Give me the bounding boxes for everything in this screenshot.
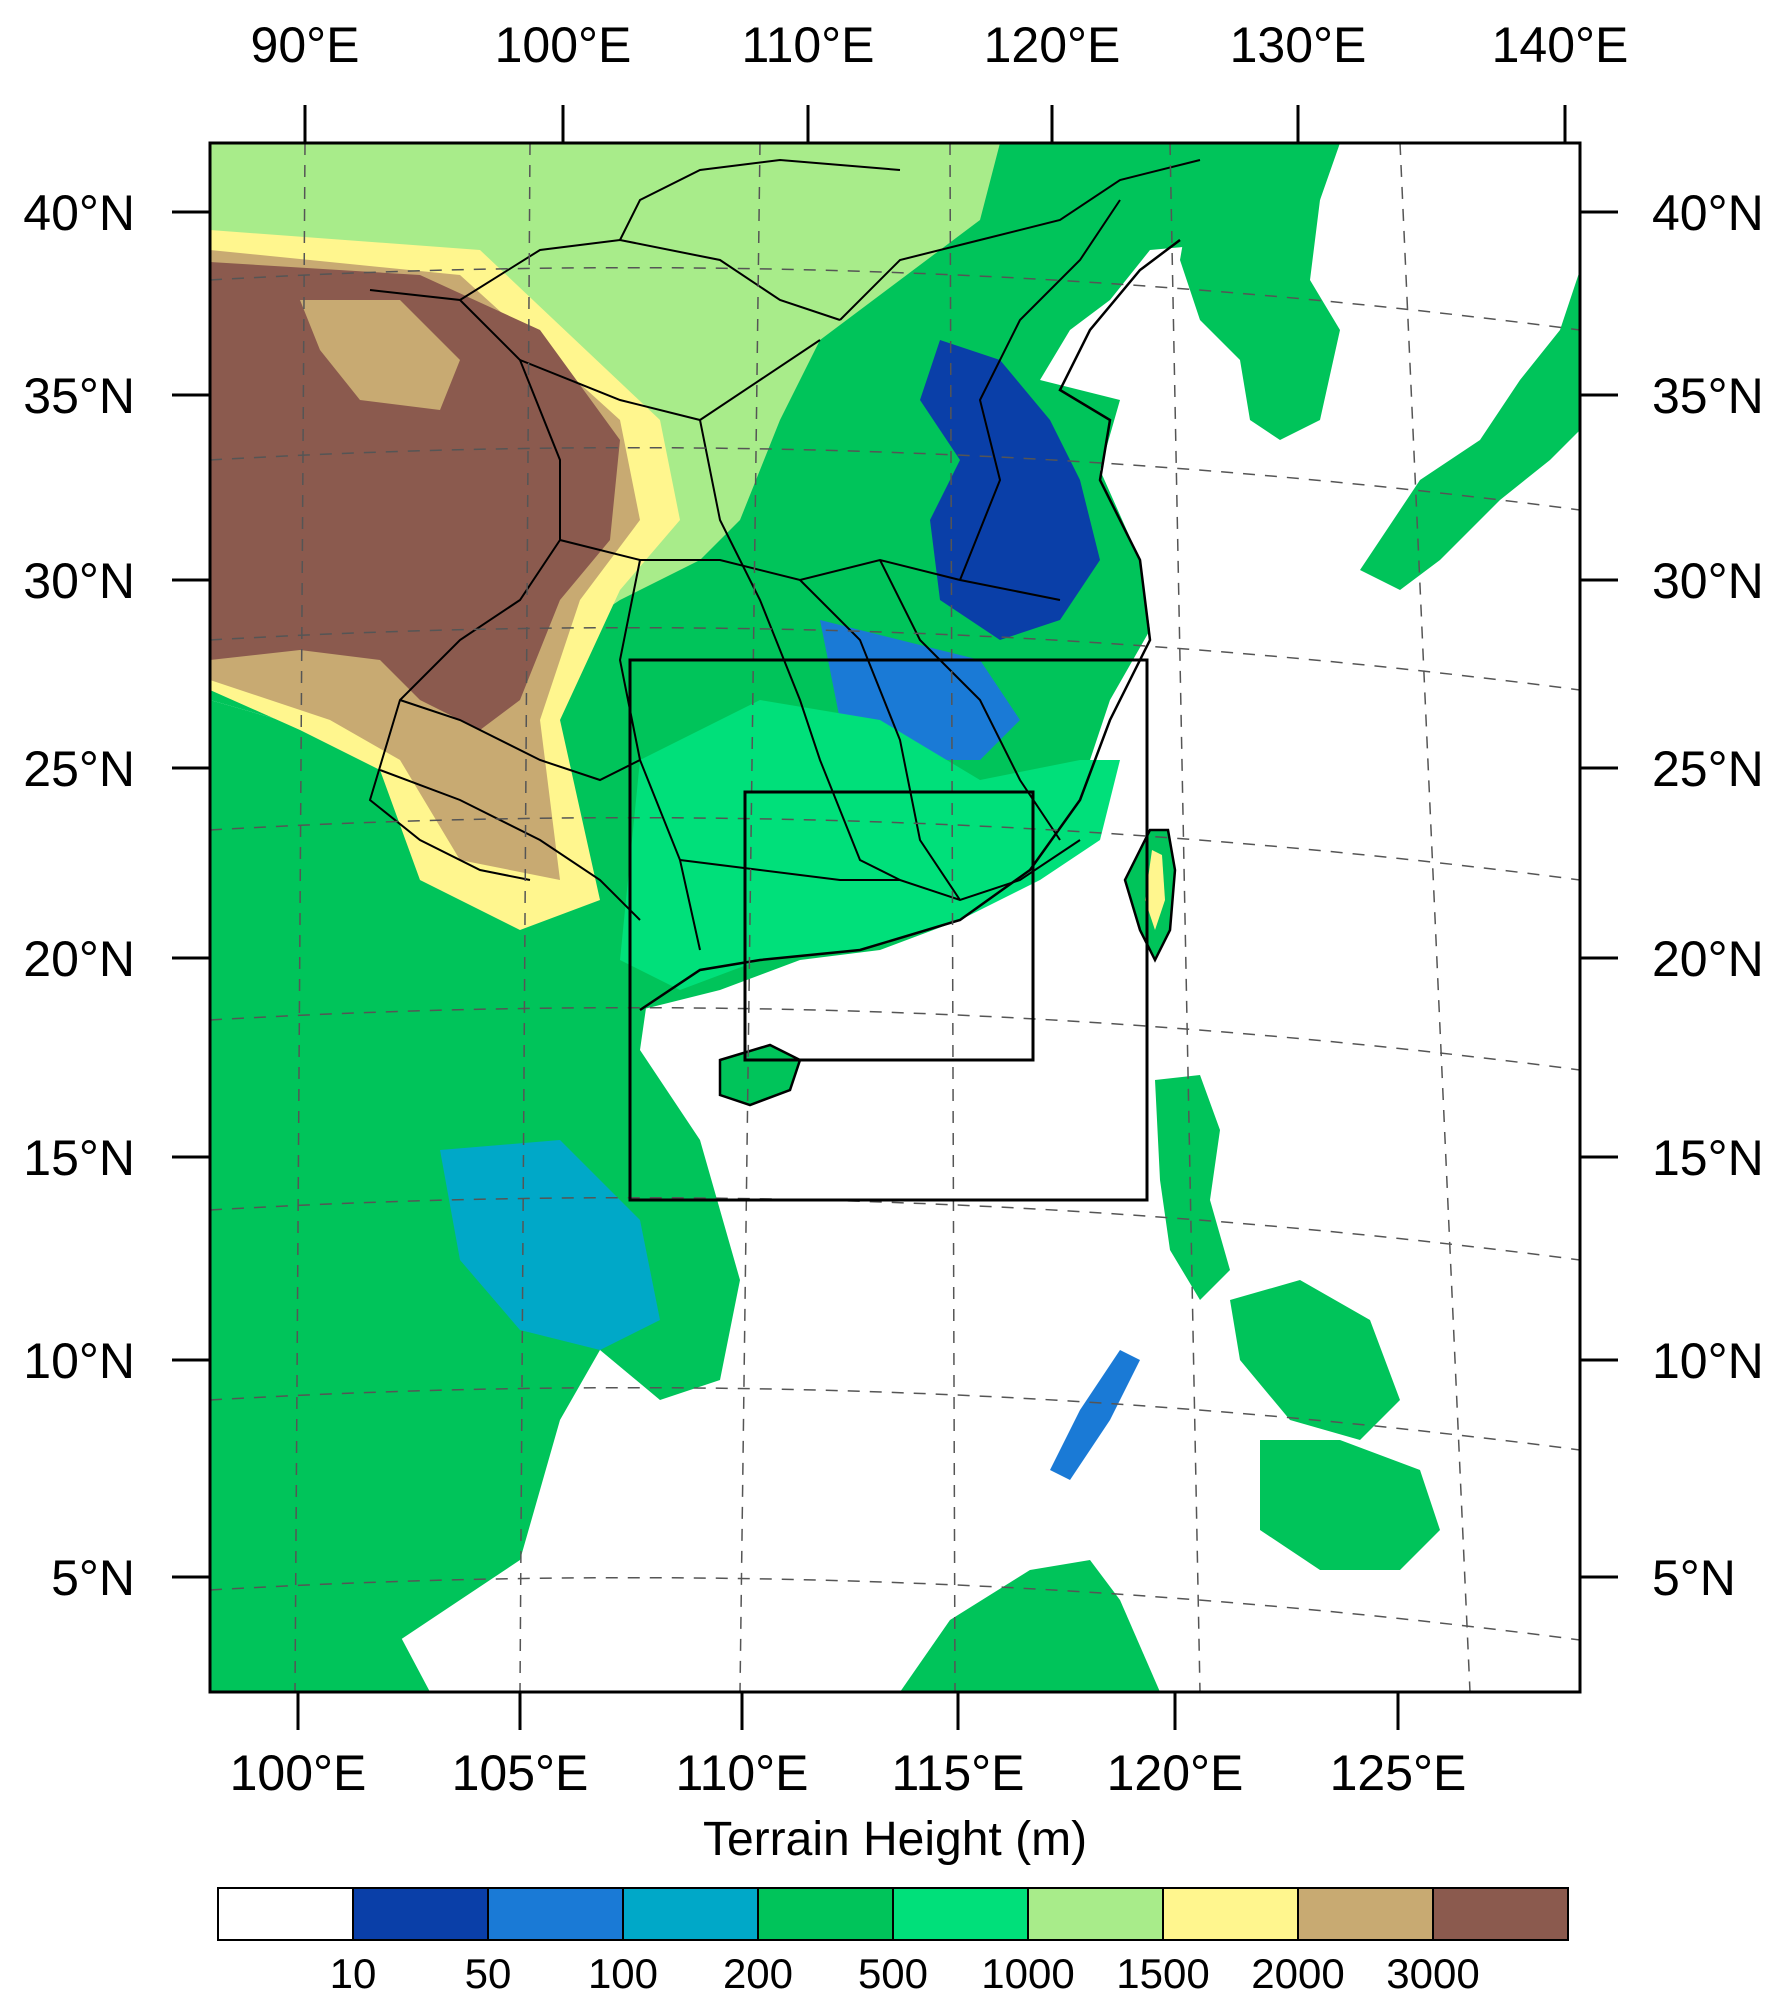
left-lat-label: 25°N [23,741,135,797]
left-lat-label: 10°N [23,1333,135,1389]
colorbar-label: 1000 [981,1950,1074,1997]
colorbar-label: 100 [588,1950,658,1997]
colorbar-labels: 10 50 100 200 500 1000 1500 2000 3000 [330,1950,1480,1997]
left-lat-label: 35°N [23,368,135,424]
colorbar-swatch [1432,1887,1569,1941]
right-lat-labels: 40°N 35°N 30°N 25°N 20°N 15°N 10°N 5°N [1652,185,1764,1606]
left-lat-label: 20°N [23,931,135,987]
colorbar-label: 200 [723,1950,793,1997]
colorbar-label: 50 [465,1950,512,1997]
colorbar-label: 1500 [1116,1950,1209,1997]
colorbar-swatch [217,1887,354,1941]
top-lon-label: 110°E [741,17,874,73]
right-lat-label: 25°N [1652,741,1764,797]
left-lat-label: 30°N [23,553,135,609]
terrain-malay-peninsula [270,1380,430,1692]
terrain-layers [210,143,1580,1692]
terrain-palawan [1050,1350,1140,1480]
bottom-lon-label: 120°E [1107,1745,1244,1801]
left-lat-label: 5°N [51,1550,135,1606]
left-lat-label: 40°N [23,185,135,241]
colorbar-label: 2000 [1251,1950,1344,1997]
terrain-mindanao [1260,1440,1440,1570]
top-lon-label: 140°E [1492,17,1629,73]
top-lon-label: 90°E [251,17,360,73]
colorbar-label: 10 [330,1950,377,1997]
top-lon-label: 100°E [495,17,632,73]
axis-title: Terrain Height (m) [703,1813,1087,1866]
top-lon-labels: 90°E 100°E 110°E 120°E 130°E 140°E [251,17,1629,73]
colorbar-label: 500 [858,1950,928,1997]
outer-domain-box [628,658,1149,1202]
colorbar [217,1887,1569,1941]
colorbar-label: 3000 [1386,1950,1479,1997]
colorbar-swatch [1027,1887,1164,1941]
colorbar-swatch [1297,1887,1434,1941]
bottom-lon-label: 110°E [675,1745,808,1801]
bottom-lon-label: 115°E [891,1745,1024,1801]
terrain-qaidam-basin [300,300,460,410]
top-ticks [303,105,1567,143]
colorbar-swatch [1162,1887,1299,1941]
terrain-taiwan-mountains [1145,850,1165,930]
left-ticks [172,210,210,1579]
colorbar-swatch [622,1887,759,1941]
right-lat-label: 15°N [1652,1130,1764,1186]
map-plot-area [210,143,1580,1692]
province-boundaries [368,158,1201,951]
right-lat-label: 30°N [1652,553,1764,609]
bottom-lon-label: 125°E [1330,1745,1467,1801]
colorbar-swatch [487,1887,624,1941]
top-lon-label: 130°E [1230,17,1367,73]
top-lon-label: 120°E [984,17,1121,73]
national-borders [639,239,1181,1107]
right-lat-label: 40°N [1652,185,1764,241]
bottom-lon-labels: 100°E 105°E 110°E 115°E 120°E 125°E [230,1745,1467,1801]
graticule [210,143,1580,1692]
right-lat-label: 10°N [1652,1333,1764,1389]
terrain-japan [1360,270,1580,590]
terrain-visayas [1230,1280,1400,1440]
right-lat-label: 20°N [1652,931,1764,987]
terrain-korea [1180,143,1340,440]
colorbar-swatch [892,1887,1029,1941]
bottom-lon-label: 105°E [452,1745,589,1801]
right-lat-label: 5°N [1652,1550,1736,1606]
right-lat-label: 35°N [1652,368,1764,424]
left-lat-labels: 40°N 35°N 30°N 25°N 20°N 15°N 10°N 5°N [23,185,135,1606]
bottom-ticks [296,1692,1400,1730]
terrain-tibetan-plateau [210,262,620,730]
terrain-luzon [1155,1075,1230,1300]
left-lat-label: 15°N [23,1130,135,1186]
colorbar-swatch [352,1887,489,1941]
right-ticks [1580,210,1618,1579]
terrain-indochina-plains [440,1140,660,1350]
map-frame [208,141,1582,1694]
inner-domain-box [743,790,1035,1062]
colorbar-swatch [757,1887,894,1941]
bottom-lon-label: 100°E [230,1745,367,1801]
